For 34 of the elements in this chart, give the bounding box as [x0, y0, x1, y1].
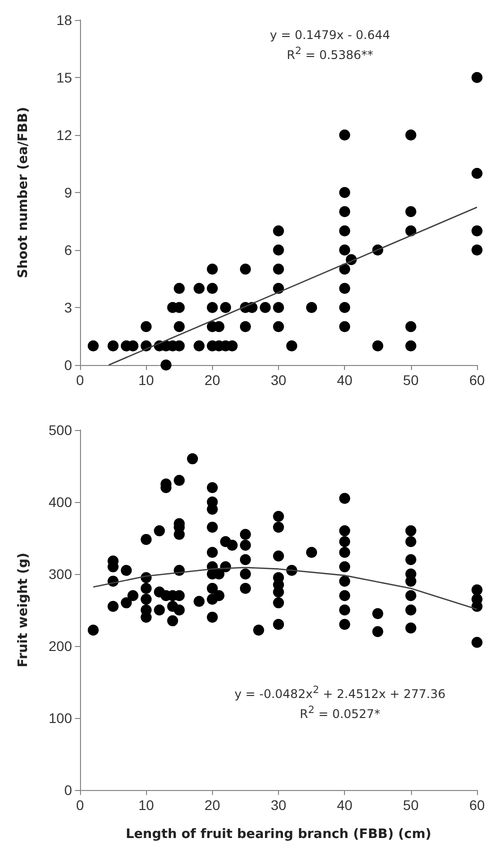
- x-tick-label: 60: [469, 372, 485, 388]
- x-tick-label: 20: [204, 372, 220, 388]
- annotation: R$^{2}$ = 0.5386**: [286, 46, 374, 62]
- x-tick-label: 50: [403, 372, 419, 388]
- annotation: y = -0.0482x$^{2}$ + 2.4512x + 277.36: [234, 685, 446, 701]
- x-tick-label: 40: [336, 372, 353, 388]
- y-tick-label: 15: [56, 70, 72, 86]
- x-tick-label: 0: [76, 797, 84, 813]
- y-tick-label: 3: [64, 300, 72, 316]
- y-axis-title: Shoot number (ea/FBB): [16, 106, 31, 278]
- y-tick-label: 400: [48, 494, 72, 510]
- x-tick-label: 40: [336, 797, 353, 813]
- y-tick-label: 200: [48, 638, 72, 654]
- x-tick-label: 0: [76, 372, 84, 388]
- x-tick-label: 60: [469, 797, 485, 813]
- y-tick-label: 0: [64, 782, 72, 798]
- y-tick-label: 6: [64, 242, 72, 258]
- x-tick-label: 10: [138, 797, 154, 813]
- x-axis-title: Length of fruit bearing branch (FBB) (cm): [126, 827, 432, 842]
- y-tick-label: 9: [64, 184, 72, 200]
- x-tick-label: 50: [403, 797, 419, 813]
- x-tick-label: 30: [270, 372, 286, 388]
- y-tick-label: 500: [48, 422, 72, 438]
- x-tick-label: 20: [204, 797, 220, 813]
- annotation: R$^{2}$ = 0.0527*: [300, 705, 380, 721]
- y-tick-label: 0: [64, 357, 72, 373]
- x-tick-label: 30: [270, 797, 286, 813]
- x-tick-label: 10: [138, 372, 154, 388]
- y-tick-label: 18: [56, 12, 72, 28]
- y-tick-label: 300: [48, 566, 72, 582]
- y-tick-label: 100: [48, 710, 72, 726]
- y-axis-title: Fruit weight (g): [16, 552, 31, 668]
- y-tick-label: 12: [56, 127, 72, 143]
- annotation: y = 0.1479x - 0.644: [270, 28, 390, 42]
